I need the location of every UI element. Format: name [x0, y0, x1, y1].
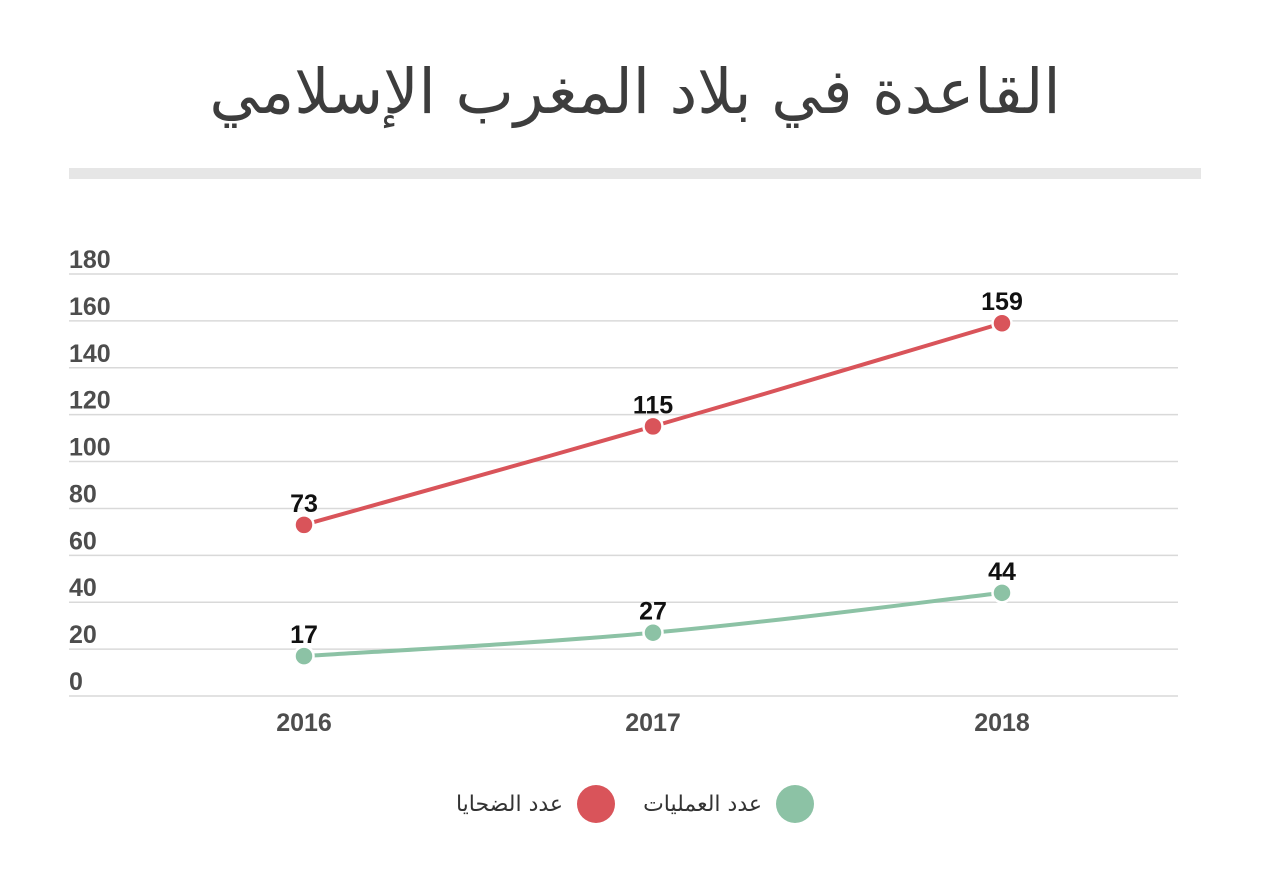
data-label-casualties-2016: 73 [290, 490, 318, 518]
y-tick-label-20: 20 [69, 621, 97, 649]
y-tick-label-160: 160 [69, 293, 111, 321]
data-point-operations-2017 [642, 621, 664, 644]
data-label-operations-2018: 44 [988, 558, 1016, 586]
data-label-operations-2016: 17 [290, 621, 318, 649]
y-tick-label-140: 140 [69, 340, 111, 368]
y-tick-label-120: 120 [69, 387, 111, 415]
legend-label-casualties: عدد الضحايا [455, 791, 564, 817]
data-point-casualties-2017 [642, 415, 664, 438]
data-point-operations-2018 [991, 582, 1013, 604]
y-tick-label-40: 40 [69, 574, 97, 602]
line-chart: 0 20 40 60 80 100 120 140 160 180 2016 2017 2018 73 11… [69, 246, 1178, 737]
y-tick-label-100: 100 [69, 434, 111, 462]
legend-item-operations[interactable]: عدد العمليات [643, 785, 815, 823]
data-label-operations-2017: 27 [639, 598, 667, 626]
y-tick-label-60: 60 [69, 527, 97, 555]
legend-swatch-operations [776, 785, 815, 823]
x-tick-label-2018: 2018 [974, 709, 1030, 737]
y-tick-label-180: 180 [69, 246, 111, 274]
y-tick-label-0: 0 [69, 668, 83, 696]
data-label-casualties-2018: 159 [981, 288, 1023, 316]
legend-item-casualties[interactable]: عدد الضحايا [455, 785, 616, 823]
x-tick-label-2017: 2017 [625, 709, 681, 737]
title-divider [69, 168, 1201, 179]
data-label-casualties-2017: 115 [633, 391, 673, 419]
x-tick-label-2016: 2016 [276, 709, 332, 737]
legend-label-operations: عدد العمليات [643, 791, 763, 817]
data-point-casualties-2016 [293, 514, 315, 536]
legend: عدد الضحايا عدد العمليات [0, 785, 1270, 823]
legend-swatch-casualties [577, 785, 616, 823]
data-point-operations-2016 [293, 645, 315, 667]
data-point-casualties-2018 [991, 312, 1013, 334]
chart-title: القاعدة في بلاد المغرب الإسلامي [209, 55, 1061, 128]
y-tick-label-80: 80 [69, 480, 97, 508]
